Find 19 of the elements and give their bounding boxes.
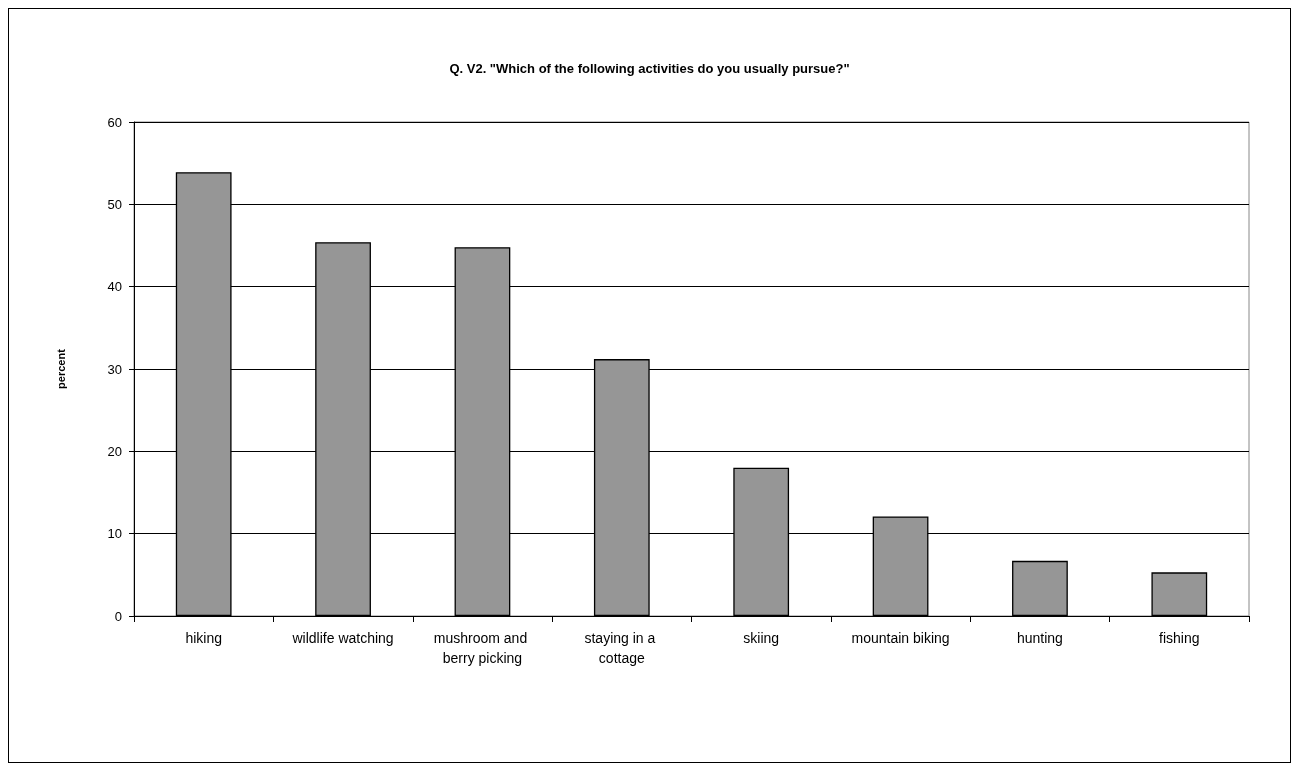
bar	[1151, 572, 1208, 616]
x-tick-label: fishing	[1159, 630, 1200, 646]
y-tick-label: 0	[114, 608, 122, 624]
bar	[1012, 560, 1068, 616]
y-tick-label: 50	[107, 196, 122, 212]
x-tick-label: staying in a cottage	[584, 630, 660, 666]
y-tick-label: 20	[107, 443, 122, 459]
x-tick-label: mountain biking	[851, 630, 950, 646]
y-tick-label: 30	[107, 361, 122, 377]
x-tick-label: skiing	[743, 630, 780, 646]
x-tick-label: hunting	[1016, 630, 1063, 646]
x-tick-label: mushroom and berry picking	[433, 630, 532, 666]
y-axis-title: percent	[54, 348, 67, 389]
x-tick-label: wildlife watching	[291, 630, 394, 646]
chart-title: Q. V2. "Which of the following activities do you usually pursue?"	[449, 61, 850, 76]
y-tick-label: 60	[107, 114, 122, 130]
x-tick-label: hiking	[185, 630, 222, 646]
y-tick-label: 40	[107, 279, 122, 295]
y-tick-label: 10	[107, 526, 122, 542]
